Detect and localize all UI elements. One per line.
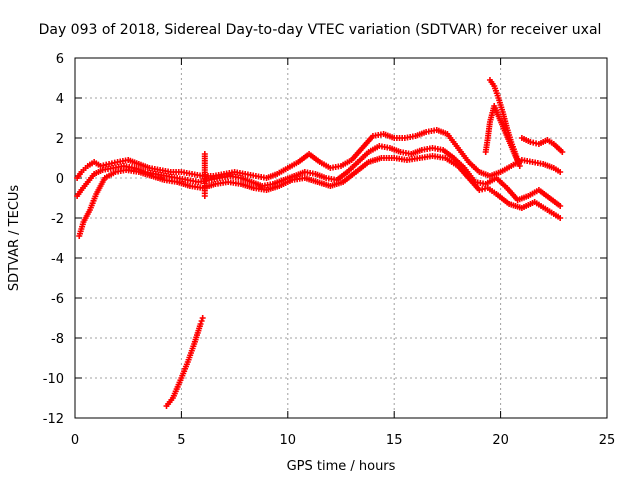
y-tick-label: 2 [56, 132, 64, 147]
data-point [559, 149, 566, 155]
y-tick-label: -6 [51, 292, 64, 307]
data-points [74, 77, 566, 409]
data-point [197, 321, 204, 327]
y-tick-label: -4 [51, 252, 64, 267]
data-point [199, 315, 206, 321]
y-tick-label: -8 [51, 332, 64, 347]
y-tick-label: -2 [51, 212, 64, 227]
data-point-fill [198, 318, 205, 324]
x-axis-label: GPS time / hours [287, 459, 396, 474]
plot-frame [74, 57, 608, 419]
x-tick-label: 15 [386, 433, 403, 448]
x-tick-label: 0 [71, 433, 79, 448]
data-point [557, 215, 564, 221]
x-tick-label: 25 [599, 433, 616, 448]
y-axis-ticks: -12 -10 -8 -6 -4 -2 0 2 4 6 [43, 52, 607, 427]
y-tick-label: 0 [56, 172, 64, 187]
y-tick-label: -10 [43, 372, 64, 387]
data-point [482, 149, 489, 155]
grid-lines [75, 58, 607, 418]
data-point [201, 193, 208, 199]
y-tick-label: 6 [56, 52, 64, 67]
x-tick-label: 10 [280, 433, 297, 448]
chart-title: Day 093 of 2018, Sidereal Day-to-day VTE… [39, 22, 602, 38]
y-axis-label: SDTVAR / TECUs [7, 185, 22, 292]
y-tick-label: 4 [56, 92, 64, 107]
y-tick-label: -12 [43, 412, 64, 427]
x-tick-label: 20 [492, 433, 509, 448]
x-tick-label: 5 [177, 433, 185, 448]
data-point [557, 203, 564, 209]
data-point [557, 169, 564, 175]
x-axis-ticks: 0 5 10 15 20 25 [71, 58, 615, 448]
